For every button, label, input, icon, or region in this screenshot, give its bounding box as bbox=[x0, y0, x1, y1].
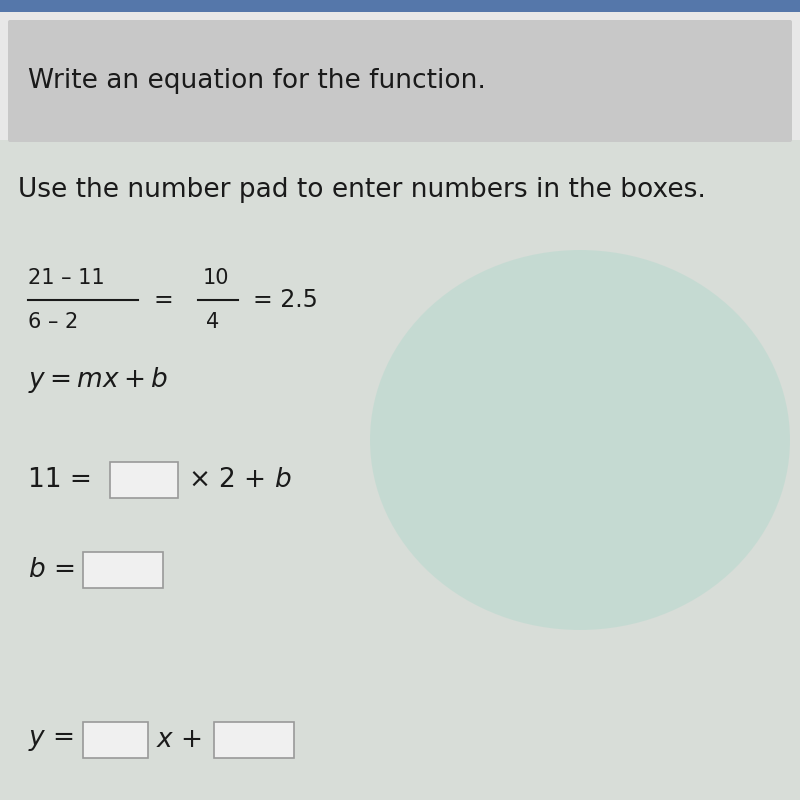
Text: × 2 + $b$: × 2 + $b$ bbox=[188, 467, 292, 493]
Bar bbox=[0, 140, 800, 800]
Text: $y$ =: $y$ = bbox=[28, 727, 74, 753]
FancyBboxPatch shape bbox=[83, 722, 148, 758]
Text: 11 =: 11 = bbox=[28, 467, 92, 493]
Text: 6 – 2: 6 – 2 bbox=[28, 312, 78, 332]
Ellipse shape bbox=[370, 250, 790, 630]
Text: =: = bbox=[153, 288, 173, 312]
FancyBboxPatch shape bbox=[8, 20, 792, 142]
Text: $y = mx + b$: $y = mx + b$ bbox=[28, 365, 168, 395]
Bar bbox=[0, 0, 800, 12]
Text: 10: 10 bbox=[203, 268, 230, 288]
Text: 21 – 11: 21 – 11 bbox=[28, 268, 105, 288]
FancyBboxPatch shape bbox=[110, 462, 178, 498]
FancyBboxPatch shape bbox=[83, 552, 163, 588]
Text: 4: 4 bbox=[206, 312, 219, 332]
Text: = 2.5: = 2.5 bbox=[253, 288, 318, 312]
Text: Use the number pad to enter numbers in the boxes.: Use the number pad to enter numbers in t… bbox=[18, 177, 706, 203]
Text: $b$ =: $b$ = bbox=[28, 557, 74, 583]
Text: $x$ +: $x$ + bbox=[156, 727, 202, 753]
Text: Write an equation for the function.: Write an equation for the function. bbox=[28, 68, 486, 94]
FancyBboxPatch shape bbox=[214, 722, 294, 758]
